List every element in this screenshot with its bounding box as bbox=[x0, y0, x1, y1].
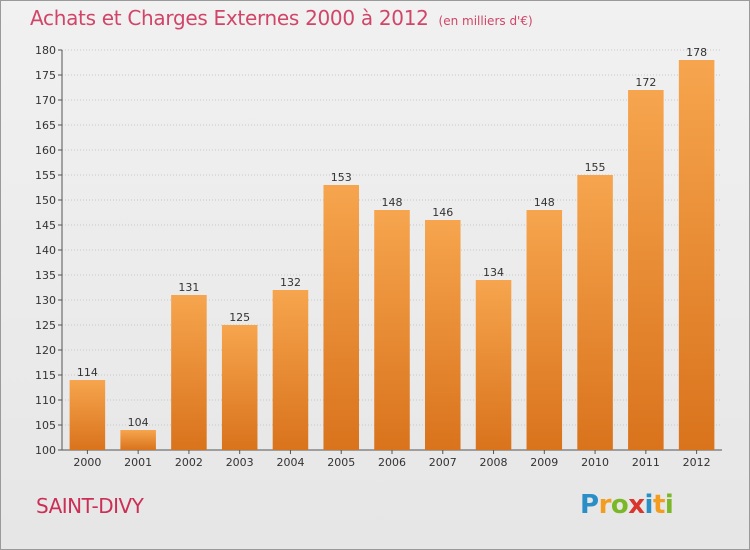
logo-letter: i bbox=[664, 490, 674, 520]
bar bbox=[628, 90, 664, 450]
x-tick-label: 2008 bbox=[480, 456, 508, 469]
x-tick-label: 2000 bbox=[73, 456, 101, 469]
y-tick-label: 105 bbox=[35, 419, 56, 432]
bar bbox=[374, 210, 410, 450]
x-tick-label: 2009 bbox=[530, 456, 558, 469]
y-tick-label: 130 bbox=[35, 294, 56, 307]
data-label: 148 bbox=[382, 196, 403, 209]
y-tick-label: 110 bbox=[35, 394, 56, 407]
data-label: 104 bbox=[128, 416, 149, 429]
y-tick-label: 175 bbox=[35, 69, 56, 82]
data-label: 134 bbox=[483, 266, 504, 279]
data-label: 146 bbox=[432, 206, 453, 219]
y-tick-label: 115 bbox=[35, 369, 56, 382]
y-tick-label: 125 bbox=[35, 319, 56, 332]
bars bbox=[69, 60, 715, 450]
x-tick-label: 2002 bbox=[175, 456, 203, 469]
bar bbox=[526, 210, 563, 450]
proxiti-logo: Proxiti bbox=[580, 490, 674, 520]
y-tick-label: 165 bbox=[35, 119, 56, 132]
x-tick-label: 2007 bbox=[429, 456, 457, 469]
bar bbox=[272, 290, 309, 450]
x-tick-label: 2005 bbox=[327, 456, 355, 469]
y-tick-label: 160 bbox=[35, 144, 56, 157]
logo-letter: o bbox=[610, 490, 629, 520]
logo-letter: r bbox=[598, 490, 612, 520]
commune-name: SAINT-DIVY bbox=[36, 494, 144, 518]
bar bbox=[425, 220, 461, 450]
data-labels: 114 104 131 125 132 153 148 146 134 148 155 172 178 bbox=[77, 46, 707, 429]
title-unit: (en milliers d'€) bbox=[438, 14, 533, 28]
x-tick-label: 2004 bbox=[276, 456, 304, 469]
bar bbox=[120, 430, 156, 450]
bar bbox=[171, 295, 207, 450]
y-tick-label: 135 bbox=[35, 269, 56, 282]
data-label: 172 bbox=[635, 76, 656, 89]
x-tick-label: 2001 bbox=[124, 456, 152, 469]
bar bbox=[221, 325, 258, 450]
y-tick-label: 155 bbox=[35, 169, 56, 182]
chart-title: Achats et Charges Externes 2000 à 2012 (e… bbox=[30, 6, 533, 30]
data-label: 114 bbox=[77, 366, 98, 379]
x-tick-label: 2011 bbox=[632, 456, 660, 469]
y-tick-label: 100 bbox=[35, 444, 56, 457]
title-text: Achats et Charges Externes 2000 à 2012 bbox=[30, 6, 429, 30]
logo-letter: t bbox=[652, 490, 665, 520]
y-tick-label: 120 bbox=[35, 344, 56, 357]
y-tick-label: 170 bbox=[35, 94, 56, 107]
data-label: 131 bbox=[178, 281, 199, 294]
bar bbox=[323, 185, 359, 450]
y-tick-label: 145 bbox=[35, 219, 56, 232]
bar bbox=[577, 175, 613, 450]
bar bbox=[678, 60, 715, 450]
data-label: 153 bbox=[331, 171, 352, 184]
logo-letter: i bbox=[644, 490, 654, 520]
x-tick-label: 2003 bbox=[226, 456, 254, 469]
x-tick-label: 2010 bbox=[581, 456, 609, 469]
bar bbox=[69, 380, 106, 450]
data-label: 125 bbox=[229, 311, 250, 324]
x-tick-label: 2006 bbox=[378, 456, 406, 469]
data-label: 132 bbox=[280, 276, 301, 289]
bar bbox=[475, 280, 512, 450]
y-tick-label: 140 bbox=[35, 244, 56, 257]
data-label: 148 bbox=[534, 196, 555, 209]
y-tick-label: 180 bbox=[35, 44, 56, 57]
logo-letter: x bbox=[628, 490, 645, 520]
x-tick-label: 2012 bbox=[683, 456, 711, 469]
y-tick-label: 150 bbox=[35, 194, 56, 207]
data-label: 155 bbox=[585, 161, 606, 174]
data-label: 178 bbox=[686, 46, 707, 59]
logo-letter: P bbox=[580, 490, 599, 520]
